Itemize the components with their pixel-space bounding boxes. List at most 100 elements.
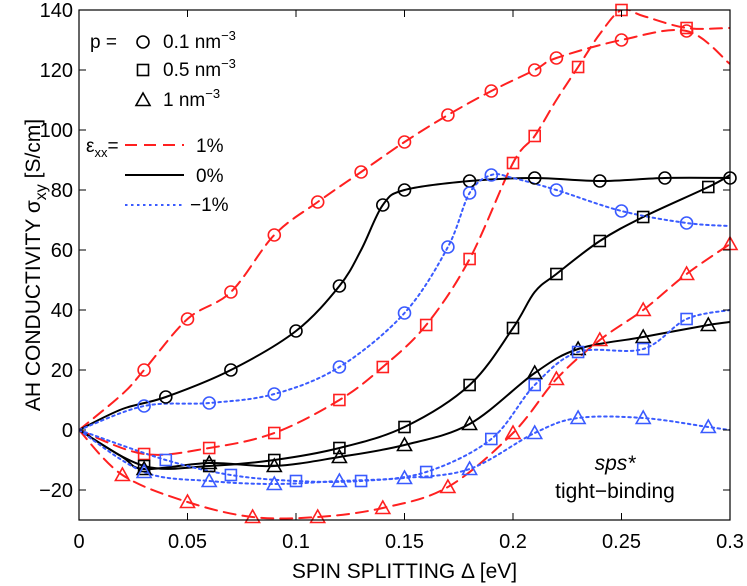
x-tick-label: 0.3 — [716, 531, 744, 553]
legend-label-density-2: 0.5 nm−3 — [163, 56, 236, 81]
legend-lines — [125, 144, 184, 206]
legend-eps-subscript: xx — [94, 145, 108, 160]
series-2-marker — [528, 129, 542, 143]
series-8-marker — [419, 465, 433, 479]
series-9-marker — [200, 472, 218, 488]
series-2-marker — [419, 318, 433, 332]
x-axis-label: SPIN SPLITTING Δ [eV] — [292, 560, 517, 583]
y-axis-label-subscript: xy — [33, 184, 50, 200]
series-7-marker — [267, 387, 282, 401]
x-tick-label: 0.05 — [168, 531, 207, 553]
series-3-marker — [114, 466, 131, 482]
series-6-marker — [135, 460, 153, 476]
series-8-marker — [224, 468, 238, 482]
series-6-marker — [461, 415, 478, 431]
legend-marker-square — [136, 63, 150, 77]
legend-p-label: p = — [90, 32, 117, 53]
series-3-marker — [548, 370, 565, 386]
series-7-marker — [549, 183, 564, 197]
x-tick-label: 0 — [73, 531, 84, 553]
series-4-marker — [159, 390, 173, 404]
y-tick-label: 40 — [51, 300, 73, 322]
legend-style-label-1: 1% — [196, 136, 224, 157]
legend-eps-symbol: ε — [86, 136, 95, 157]
y-tick-label: 100 — [40, 120, 73, 142]
series-9-marker — [569, 409, 587, 425]
series-7-marker — [679, 216, 694, 230]
series-7-marker — [462, 186, 477, 200]
series-9-marker — [331, 472, 348, 488]
series-9-marker — [265, 475, 283, 491]
series-layer — [79, 10, 730, 520]
series-1-marker — [310, 195, 325, 209]
series-4-marker — [332, 279, 347, 293]
series-3-marker — [678, 265, 695, 281]
series-line-7 — [79, 173, 730, 431]
series-4-marker — [592, 174, 607, 188]
series-5-marker — [550, 267, 563, 281]
y-tick-label: 20 — [51, 360, 73, 382]
series-2-marker — [376, 360, 390, 374]
legend-label-density-3-text: 1 nm — [163, 90, 205, 111]
series-9-marker — [135, 463, 153, 479]
series-7-marker — [614, 204, 629, 218]
series-3-marker — [179, 493, 196, 509]
y-tick-label: 120 — [40, 60, 73, 82]
series-8-marker — [354, 474, 368, 488]
series-2-marker — [333, 393, 346, 407]
series-7-marker — [397, 306, 412, 320]
series-4-marker — [658, 171, 672, 185]
legend-label-density-2-sup: −3 — [221, 56, 236, 71]
y-tick-label: 80 — [51, 180, 73, 202]
series-6-marker — [699, 316, 717, 332]
series-5-marker — [701, 180, 715, 194]
series-3-marker — [504, 424, 522, 440]
series-5-marker — [333, 441, 346, 455]
series-3-marker — [244, 508, 261, 524]
series-1-marker — [549, 51, 564, 65]
series-3-marker — [439, 478, 457, 494]
series-9-marker — [461, 460, 478, 476]
legend-style-label-2: 0% — [196, 166, 224, 187]
series-5-marker — [636, 210, 650, 224]
legend: p = 0.1 nm−3 0.5 nm−3 1 nm−3 εxx= 1% 0% … — [86, 28, 236, 216]
legend-marker-triangle — [134, 91, 152, 107]
axis-ticks: 0 0.05 0.1 0.15 0.2 0.25 0.3 −20 0 20 40 60 80 100 120… — [39, 0, 744, 553]
series-1-marker — [224, 285, 238, 299]
series-8-marker — [571, 345, 585, 359]
series-7-marker — [484, 168, 499, 182]
series-line-8 — [79, 309, 730, 483]
series-1-marker — [180, 312, 195, 326]
legend-label-density-2-text: 0.5 nm — [163, 60, 221, 81]
series-2-marker — [463, 252, 476, 266]
series-5-marker — [267, 453, 281, 467]
y-axis-label-unit: [S/cm] — [22, 119, 45, 184]
series-8-marker — [484, 432, 498, 446]
series-6-marker — [331, 448, 348, 464]
series-line-5 — [79, 174, 730, 470]
y-tick-label: −20 — [39, 480, 73, 502]
series-1-marker — [484, 84, 499, 98]
series-6-marker — [200, 454, 218, 470]
annotation-model-name: sps* — [595, 452, 637, 475]
series-6-marker — [634, 328, 652, 344]
series-2-marker — [571, 60, 585, 74]
y-axis-label-main: AH CONDUCTIVITY σ — [22, 200, 45, 411]
legend-label-density-1: 0.1 nm−3 — [163, 28, 236, 53]
series-6-marker — [396, 436, 413, 452]
series-1-marker — [397, 135, 412, 149]
series-8-marker — [159, 453, 173, 467]
x-tick-label: 0.15 — [385, 531, 424, 553]
series-2-marker — [202, 441, 216, 455]
y-tick-label: 140 — [40, 0, 73, 22]
legend-label-density-1-text: 0.1 nm — [163, 32, 221, 53]
series-8-marker — [289, 474, 303, 488]
legend-label-density-3: 1 nm−3 — [163, 86, 220, 111]
series-6-marker — [569, 340, 587, 356]
series-8-marker — [636, 342, 650, 356]
series-1-marker — [137, 363, 151, 377]
legend-style-label-3: −1% — [190, 195, 229, 216]
series-1-marker — [441, 108, 455, 122]
series-7-marker — [137, 399, 151, 413]
